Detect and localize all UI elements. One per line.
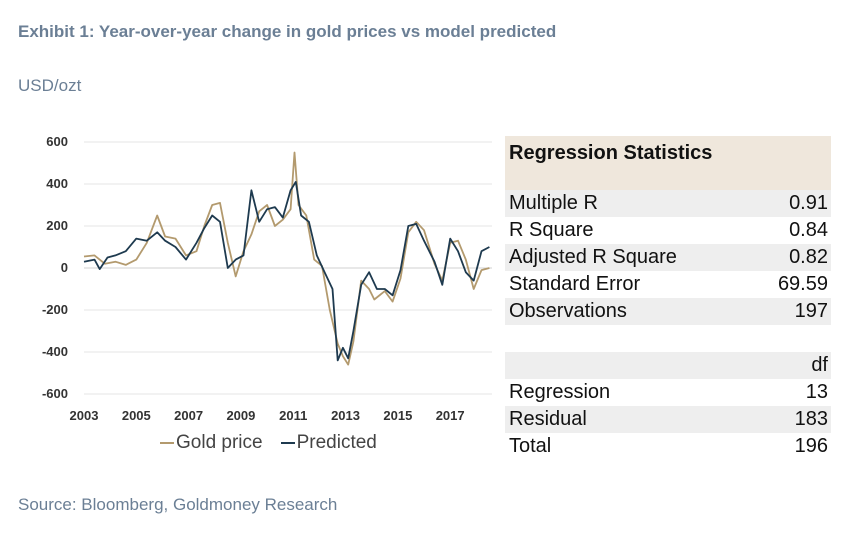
y-tick-label: -600 <box>42 386 68 401</box>
row-label: Standard Error <box>509 273 641 295</box>
x-tick-label: 2007 <box>174 408 203 423</box>
row-value: 0.84 <box>789 219 828 241</box>
row-label: R Square <box>509 219 594 241</box>
x-tick-label: 2017 <box>436 408 465 423</box>
legend-entry-predicted: Predicted <box>280 432 377 454</box>
row-value: 0.91 <box>789 192 828 214</box>
x-tick-label: 2013 <box>331 408 360 423</box>
row-label: Residual <box>509 408 587 430</box>
row-label: Adjusted R Square <box>509 246 677 268</box>
predicted-swatch <box>280 442 295 444</box>
row-value: 69.59 <box>777 273 828 295</box>
table-row: Standard Error 69.59 <box>505 271 831 298</box>
series-line-predicted <box>83 181 490 362</box>
y-tick-label: 400 <box>46 176 68 191</box>
row-label: Regression <box>509 381 611 403</box>
row-value: 196 <box>794 435 828 457</box>
row-label: Multiple R <box>509 192 598 214</box>
row-label: Observations <box>509 300 627 322</box>
x-tick-label: 2003 <box>70 408 99 423</box>
table-row: Regression 13 <box>505 379 831 406</box>
row-value: 0.82 <box>789 246 828 268</box>
x-tick-label: 2015 <box>383 408 412 423</box>
source-note: Source: Bloomberg, Goldmoney Research <box>18 495 338 514</box>
gold-swatch <box>160 442 174 444</box>
row-value: 13 <box>805 381 828 403</box>
x-tick-label: 2005 <box>122 408 151 423</box>
x-tick-label: 2009 <box>226 408 255 423</box>
unit-label: USD/ozt <box>18 76 82 95</box>
x-tick-label: 2011 <box>279 408 307 423</box>
y-tick-label: 600 <box>46 134 68 149</box>
regression-header: Regression Statistics <box>505 136 831 190</box>
regression-table: Regression Statistics Multiple R 0.91 R … <box>505 136 831 460</box>
table-row: Total 196 <box>505 433 831 460</box>
table-row: Multiple R 0.91 <box>505 190 831 217</box>
table-spacer <box>505 325 831 352</box>
chart-legend: Gold price Predicted <box>160 432 377 454</box>
legend-label-gold: Gold price <box>176 432 263 453</box>
table-row: R Square 0.84 <box>505 217 831 244</box>
anova-header-row: df <box>505 352 831 379</box>
row-label: Total <box>509 435 552 457</box>
y-tick-label: -400 <box>42 344 68 359</box>
y-tick-label: -200 <box>42 302 68 317</box>
table-row: Observations 197 <box>505 298 831 325</box>
legend-entry-gold: Gold price <box>160 432 263 454</box>
chart-title: Exhibit 1: Year-over-year change in gold… <box>18 22 557 41</box>
series-line-gold-price <box>83 151 490 366</box>
table-row: Residual 183 <box>505 406 831 433</box>
table-row: Adjusted R Square 0.82 <box>505 244 831 271</box>
legend-label-predicted: Predicted <box>296 432 377 453</box>
y-tick-label: 200 <box>46 218 68 233</box>
row-value: 197 <box>794 300 828 322</box>
y-tick-label: 0 <box>61 260 68 275</box>
anova-header: df <box>811 354 828 376</box>
row-value: 183 <box>794 408 828 430</box>
